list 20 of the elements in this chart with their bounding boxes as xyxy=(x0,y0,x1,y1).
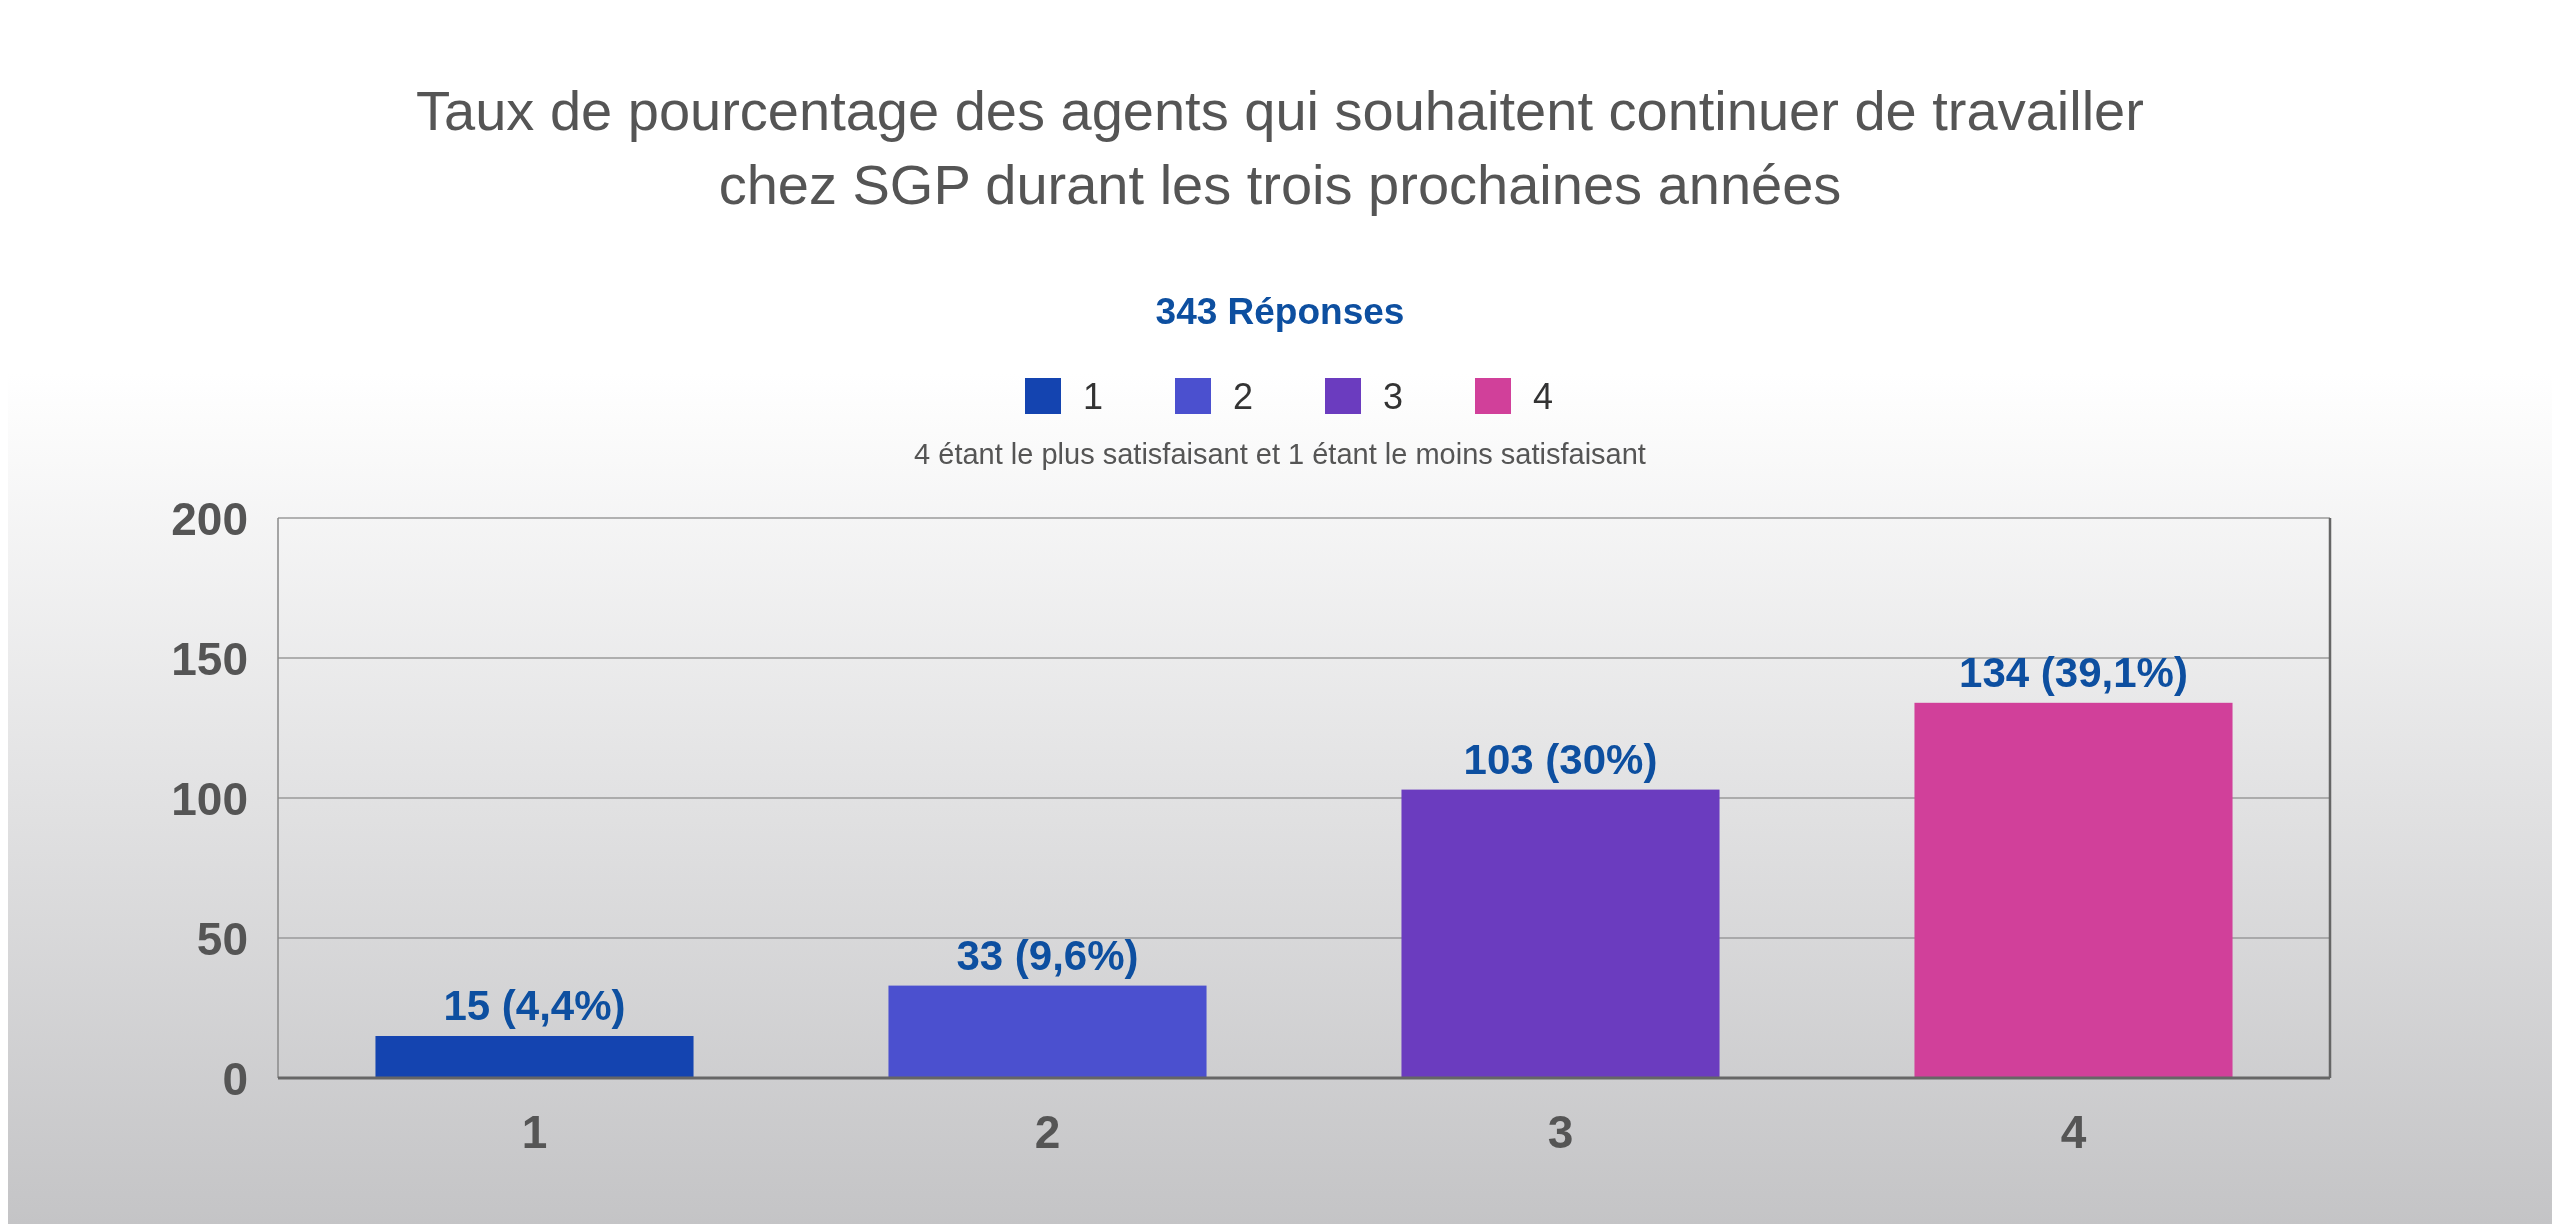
y-tick-label: 200 xyxy=(171,492,248,545)
y-tick-label: 0 xyxy=(222,1052,248,1105)
legend-label: 1 xyxy=(1083,376,1104,417)
x-tick-label: 3 xyxy=(1547,1106,1574,1158)
legend-label: 2 xyxy=(1233,376,1254,417)
x-tick-label: 4 xyxy=(2060,1106,2087,1158)
data-label: 15 (4,4%) xyxy=(443,982,626,1029)
chart-title: Taux de pourcentage des agents qui souhaitent continuer de travailler chez SGP durant les trois prochaines années xyxy=(416,79,2144,216)
legend-label: 3 xyxy=(1383,376,1404,417)
data-label: 134 (39,1%) xyxy=(1959,648,2188,696)
data-label: 103 (30%) xyxy=(1463,735,1658,783)
x-tick-label: 1 xyxy=(521,1106,548,1158)
legend-label: 4 xyxy=(1533,376,1554,417)
data-label: 33 (9,6%) xyxy=(956,931,1139,979)
y-tick-label: 100 xyxy=(171,772,248,825)
x-tick-label: 2 xyxy=(1034,1106,1061,1158)
text: 4 étant le plus satisfaisant et 1 étant le moins satisfaisant xyxy=(914,438,1646,470)
y-tick-label: 150 xyxy=(171,632,248,685)
chart-subtitle: 343 Réponses xyxy=(1155,291,1405,332)
y-tick-label: 50 xyxy=(196,912,248,965)
